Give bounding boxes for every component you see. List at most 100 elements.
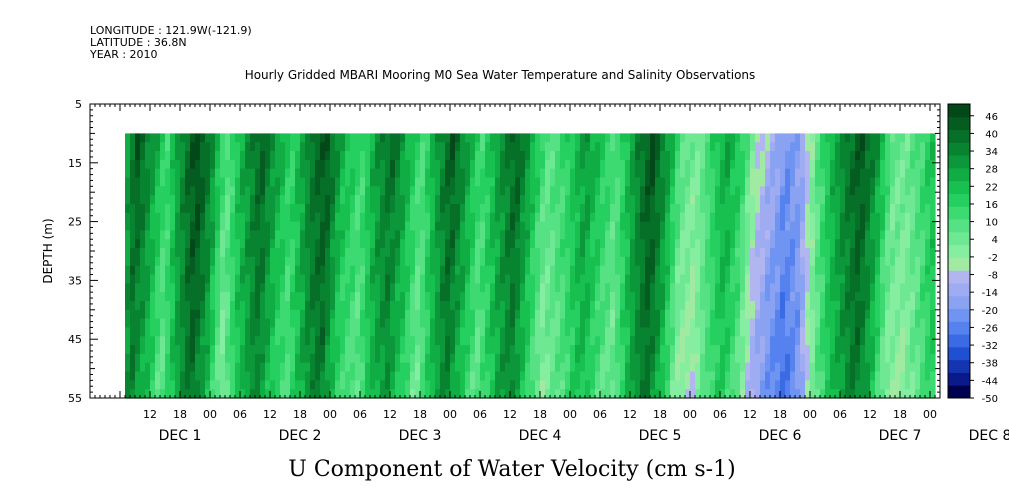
heatmap-cell	[200, 239, 206, 249]
heatmap-cell	[175, 327, 181, 337]
heatmap-cell	[615, 300, 621, 311]
heatmap-cell	[180, 195, 186, 205]
heatmap-cell	[835, 159, 841, 170]
heatmap-cell	[805, 195, 811, 205]
heatmap-cell	[685, 309, 691, 320]
heatmap-cell	[260, 345, 266, 355]
heatmap-cell	[235, 159, 241, 170]
heatmap-cell	[240, 327, 246, 337]
heatmap-cell	[690, 292, 696, 302]
heatmap-cell	[330, 203, 336, 214]
heatmap-cell	[150, 318, 156, 329]
heatmap-cell	[500, 151, 506, 161]
heatmap-cell	[365, 142, 371, 152]
heatmap-cell	[495, 353, 501, 364]
heatmap-cell	[900, 239, 906, 249]
heatmap-cell	[145, 212, 151, 223]
heatmap-cell	[265, 239, 271, 249]
heatmap-cell	[770, 265, 776, 276]
heatmap-cell	[750, 371, 756, 381]
heatmap-cell	[650, 362, 656, 373]
heatmap-cell	[850, 283, 856, 293]
heatmap-cell	[225, 353, 231, 364]
heatmap-cell	[265, 133, 271, 143]
heatmap-cell	[470, 283, 476, 293]
heatmap-cell	[645, 353, 651, 364]
heatmap-cell	[465, 283, 471, 293]
heatmap-cell	[315, 239, 321, 249]
heatmap-cell	[450, 177, 456, 187]
heatmap-cell	[420, 186, 426, 196]
heatmap-cell	[455, 221, 461, 232]
heatmap-cell	[530, 212, 536, 223]
heatmap-cell	[905, 300, 911, 311]
heatmap-cell	[925, 309, 931, 320]
heatmap-cell	[850, 151, 856, 161]
heatmap-cell	[860, 177, 866, 187]
heatmap-cell	[360, 292, 366, 302]
heatmap-cell	[860, 274, 866, 284]
heatmap-cell	[490, 195, 496, 205]
heatmap-cell	[560, 265, 566, 276]
heatmap-cell	[745, 283, 751, 293]
heatmap-cell	[315, 309, 321, 320]
heatmap-cell	[785, 318, 791, 329]
heatmap-cell	[305, 256, 311, 267]
heatmap-cell	[795, 212, 801, 223]
heatmap-cell	[655, 292, 661, 302]
heatmap-cell	[365, 248, 371, 258]
heatmap-cell	[600, 345, 606, 355]
heatmap-cell	[625, 142, 631, 152]
heatmap-cell	[535, 380, 541, 390]
heatmap-cell	[245, 212, 251, 223]
heatmap-cell	[730, 159, 736, 170]
heatmap-cell	[215, 203, 221, 214]
heatmap-cell	[605, 195, 611, 205]
heatmap-cell	[745, 195, 751, 205]
heatmap-cell	[615, 389, 621, 399]
heatmap-cell	[755, 345, 761, 355]
heatmap-cell	[285, 380, 291, 390]
heatmap-cell	[225, 283, 231, 293]
heatmap-cell	[795, 151, 801, 161]
heatmap-cell	[320, 265, 326, 276]
heatmap-cell	[515, 142, 521, 152]
heatmap-cell	[915, 345, 921, 355]
heatmap-cell	[735, 345, 741, 355]
heatmap-cell	[925, 274, 931, 284]
heatmap-cell	[605, 221, 611, 232]
heatmap-cell	[390, 327, 396, 337]
heatmap-cell	[145, 221, 151, 232]
heatmap-cell	[545, 239, 551, 249]
heatmap-cell	[410, 389, 416, 399]
heatmap-cell	[880, 362, 886, 373]
longitude-label: LONGITUDE : 121.9W(-121.9)	[90, 24, 252, 37]
heatmap-cell	[695, 274, 701, 284]
heatmap-cell	[850, 380, 856, 390]
heatmap-cell	[560, 336, 566, 346]
heatmap-cell	[535, 283, 541, 293]
heatmap-cell	[920, 362, 926, 373]
heatmap-cell	[265, 292, 271, 302]
heatmap-cell	[195, 151, 201, 161]
heatmap-cell	[220, 221, 226, 232]
heatmap-cell	[125, 345, 131, 355]
heatmap-cell	[635, 212, 641, 223]
heatmap-cell	[380, 151, 386, 161]
heatmap-cell	[555, 265, 561, 276]
heatmap-cell	[795, 345, 801, 355]
heatmap-cell	[745, 142, 751, 152]
heatmap-cell	[320, 274, 326, 284]
heatmap-cell	[900, 380, 906, 390]
heatmap-cell	[480, 292, 486, 302]
heatmap-cell	[360, 265, 366, 276]
heatmap-cell	[580, 389, 586, 399]
heatmap-cell	[420, 345, 426, 355]
heatmap-cell	[320, 256, 326, 267]
heatmap-cell	[880, 248, 886, 258]
heatmap-cell	[525, 371, 531, 381]
heatmap-cell	[515, 336, 521, 346]
heatmap-cell	[495, 133, 501, 143]
heatmap-cell	[405, 256, 411, 267]
heatmap-cell	[685, 221, 691, 232]
